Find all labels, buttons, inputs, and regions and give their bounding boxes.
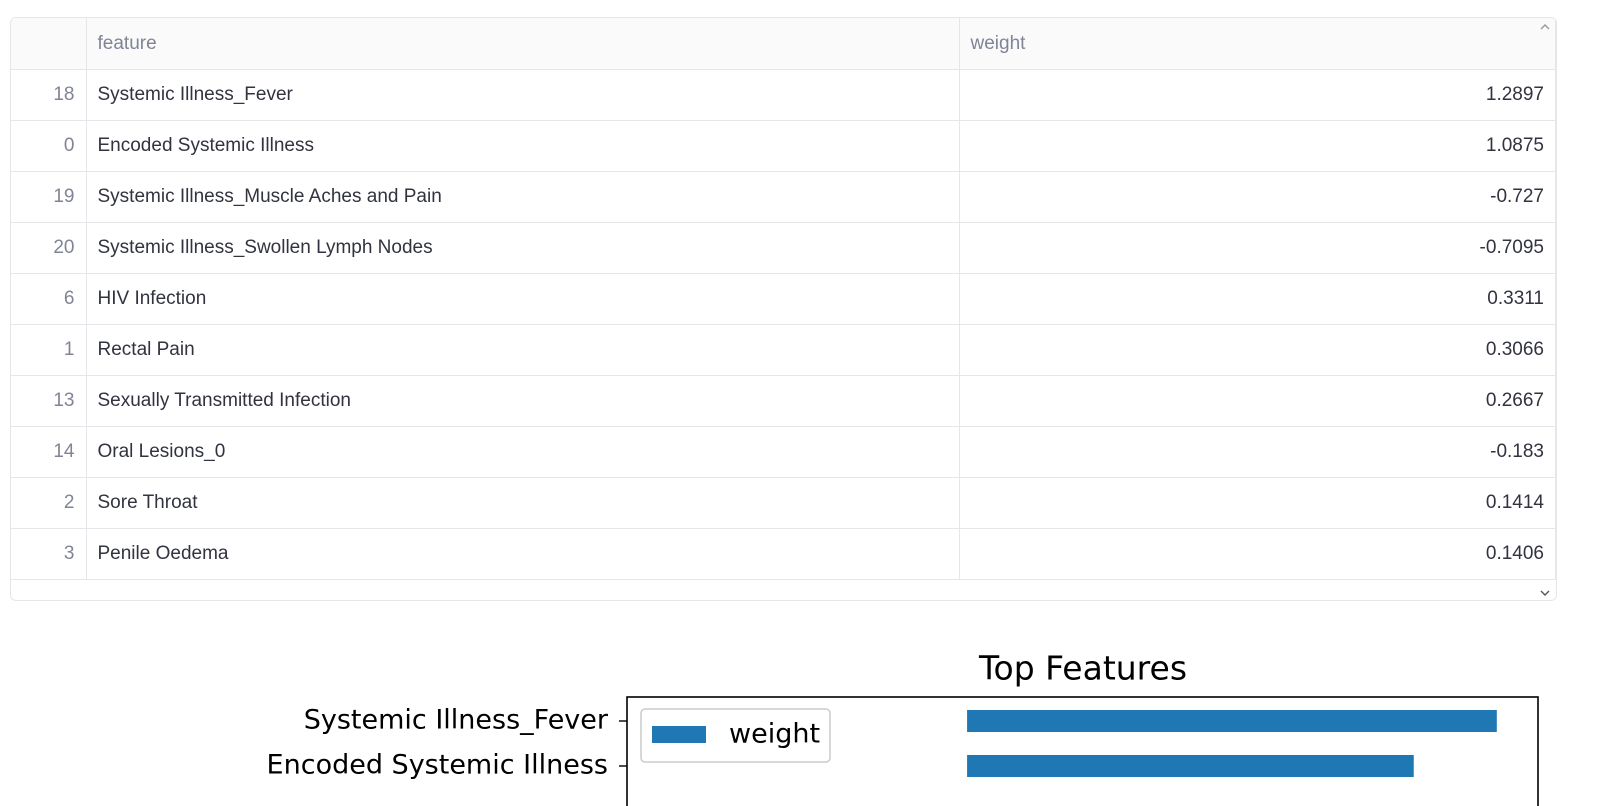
feature-cell[interactable]: Sexually Transmitted Infection [86,375,960,427]
table-row: 20 Systemic Illness_Swollen Lymph Nodes -0… [11,222,1556,274]
feature-cell[interactable]: Penile Oedema [86,528,960,580]
weight-cell[interactable]: 0.2667 [959,375,1556,427]
row-index[interactable]: 1 [11,324,87,376]
feature-cell[interactable]: HIV Infection [86,273,960,325]
weight-cell[interactable]: 0.1406 [959,528,1556,580]
column-header[interactable]: weight [959,18,1556,70]
row-index[interactable]: 3 [11,528,87,580]
weight-cell[interactable]: 0.1414 [959,477,1556,529]
row-index[interactable]: 2 [11,477,87,529]
table-row: 18 Systemic Illness_Fever 1.2897 [11,69,1556,121]
table-row: 3 Penile Oedema 0.1406 [11,528,1556,580]
table-row: 0 Encoded Systemic Illness 1.0875 [11,120,1556,172]
weight-cell[interactable]: 1.2897 [959,69,1556,121]
table: feature weight 18 Systemic Illness_Fever 1… [11,18,1556,580]
bar [967,710,1497,732]
table-row: 14 Oral Lesions_0 -0.183 [11,426,1556,478]
header-row: feature weight [11,18,1556,70]
y-tick-label: Encoded Systemic Illness [267,750,608,781]
row-index[interactable]: 13 [11,375,87,427]
table-row: 6 HIV Infection 0.3311 [11,273,1556,325]
feature-cell[interactable]: Systemic Illness_Swollen Lymph Nodes [86,222,960,274]
row-index[interactable]: 18 [11,69,87,121]
index-header [11,18,87,70]
scroll-up[interactable] [1538,22,1552,32]
table-row: 19 Systemic Illness_Muscle Aches and Pain… [11,171,1556,223]
row-index[interactable]: 14 [11,426,87,478]
weight-cell[interactable]: -0.7095 [959,222,1556,274]
legend-label: weight [729,719,820,750]
weight-cell[interactable]: 0.3066 [959,324,1556,376]
y-tick-label: Systemic Illness_Fever [304,705,609,736]
dataframe[interactable]: feature weight 18 Systemic Illness_Fever 1… [10,17,1557,601]
row-index[interactable]: 19 [11,171,87,223]
row-index[interactable]: 6 [11,273,87,325]
feature-cell[interactable]: Encoded Systemic Illness [86,120,960,172]
feature-cell[interactable]: Rectal Pain [86,324,960,376]
weight-cell[interactable]: 1.0875 [959,120,1556,172]
feature-cell[interactable]: Systemic Illness_Fever [86,69,960,121]
column-header[interactable]: feature [86,18,960,70]
table-row: 1 Rectal Pain 0.3066 [11,324,1556,376]
feature-cell[interactable]: Systemic Illness_Muscle Aches and Pain [86,171,960,223]
weight-cell[interactable]: -0.727 [959,171,1556,223]
feature-cell[interactable]: Sore Throat [86,477,960,529]
table-row: 13 Sexually Transmitted Infection 0.2667 [11,375,1556,427]
scroll-down[interactable] [1538,588,1552,598]
weight-cell[interactable]: 0.3311 [959,273,1556,325]
weight-cell[interactable]: -0.183 [959,426,1556,478]
bar [967,755,1414,777]
chart-title: Top Features [978,649,1187,688]
legend-box [640,708,831,763]
row-index[interactable]: 20 [11,222,87,274]
axes-frame [626,696,1539,806]
legend-swatch [652,726,706,743]
row-index[interactable]: 0 [11,120,87,172]
chart: Top Features Systemic Illness_Fever Encod… [267,649,1539,806]
feature-cell[interactable]: Oral Lesions_0 [86,426,960,478]
table-row: 2 Sore Throat 0.1414 [11,477,1556,529]
